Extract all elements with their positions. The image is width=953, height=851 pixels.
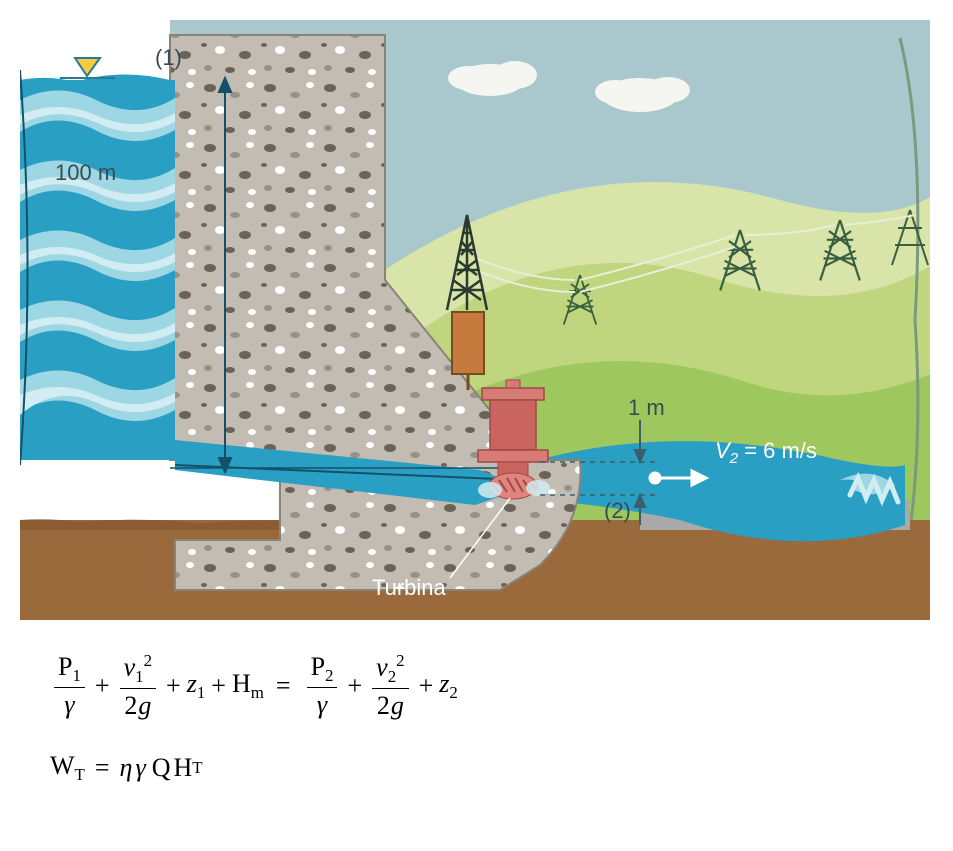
equations-block: P1 γ + v12 2g + z1 + Hm = P2 γ + v22 2g … — [20, 650, 930, 785]
label-point1: (1) — [155, 45, 182, 70]
label-outlet-height: 1 m — [628, 395, 665, 420]
figure-frame: (1) 100 m 1 m V2 = 6 m/s (2) Turbina P1 … — [20, 20, 930, 785]
label-turbina: Turbina — [372, 575, 447, 600]
water-surface-marker-icon — [60, 58, 115, 78]
transformer-icon — [452, 312, 484, 374]
bernoulli-equation: P1 γ + v12 2g + z1 + Hm = P2 γ + v22 2g … — [50, 650, 930, 723]
hydro-dam-diagram: (1) 100 m 1 m V2 = 6 m/s (2) Turbina — [20, 20, 930, 620]
power-equation: WT = η γ Q HT — [50, 751, 930, 785]
label-height: 100 m — [55, 160, 116, 185]
reservoir-water — [20, 74, 175, 460]
label-point2: (2) — [604, 498, 631, 523]
